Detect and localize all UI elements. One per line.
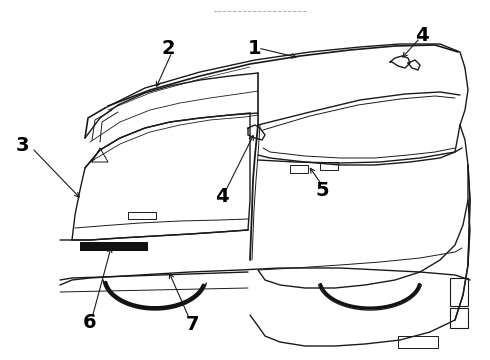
Text: 7: 7 bbox=[185, 315, 199, 333]
Text: 3: 3 bbox=[15, 135, 29, 154]
Bar bbox=[320, 162, 338, 170]
Bar bbox=[450, 278, 468, 306]
Text: 2: 2 bbox=[161, 39, 175, 58]
Bar bbox=[450, 308, 468, 328]
Text: ─ ─ ─ ─ ─ ─ ─ ─ ─ ─ ─ ─ ─ ─ ─ ─ ─ ─ ─: ─ ─ ─ ─ ─ ─ ─ ─ ─ ─ ─ ─ ─ ─ ─ ─ ─ ─ ─ bbox=[213, 9, 307, 14]
Bar bbox=[80, 242, 148, 251]
Bar bbox=[290, 165, 308, 173]
Bar bbox=[128, 212, 156, 219]
Text: 5: 5 bbox=[315, 180, 329, 199]
Text: 1: 1 bbox=[248, 39, 262, 58]
Bar bbox=[398, 336, 438, 348]
Text: 6: 6 bbox=[83, 312, 97, 332]
Text: 4: 4 bbox=[215, 186, 229, 206]
Text: 4: 4 bbox=[415, 26, 429, 45]
